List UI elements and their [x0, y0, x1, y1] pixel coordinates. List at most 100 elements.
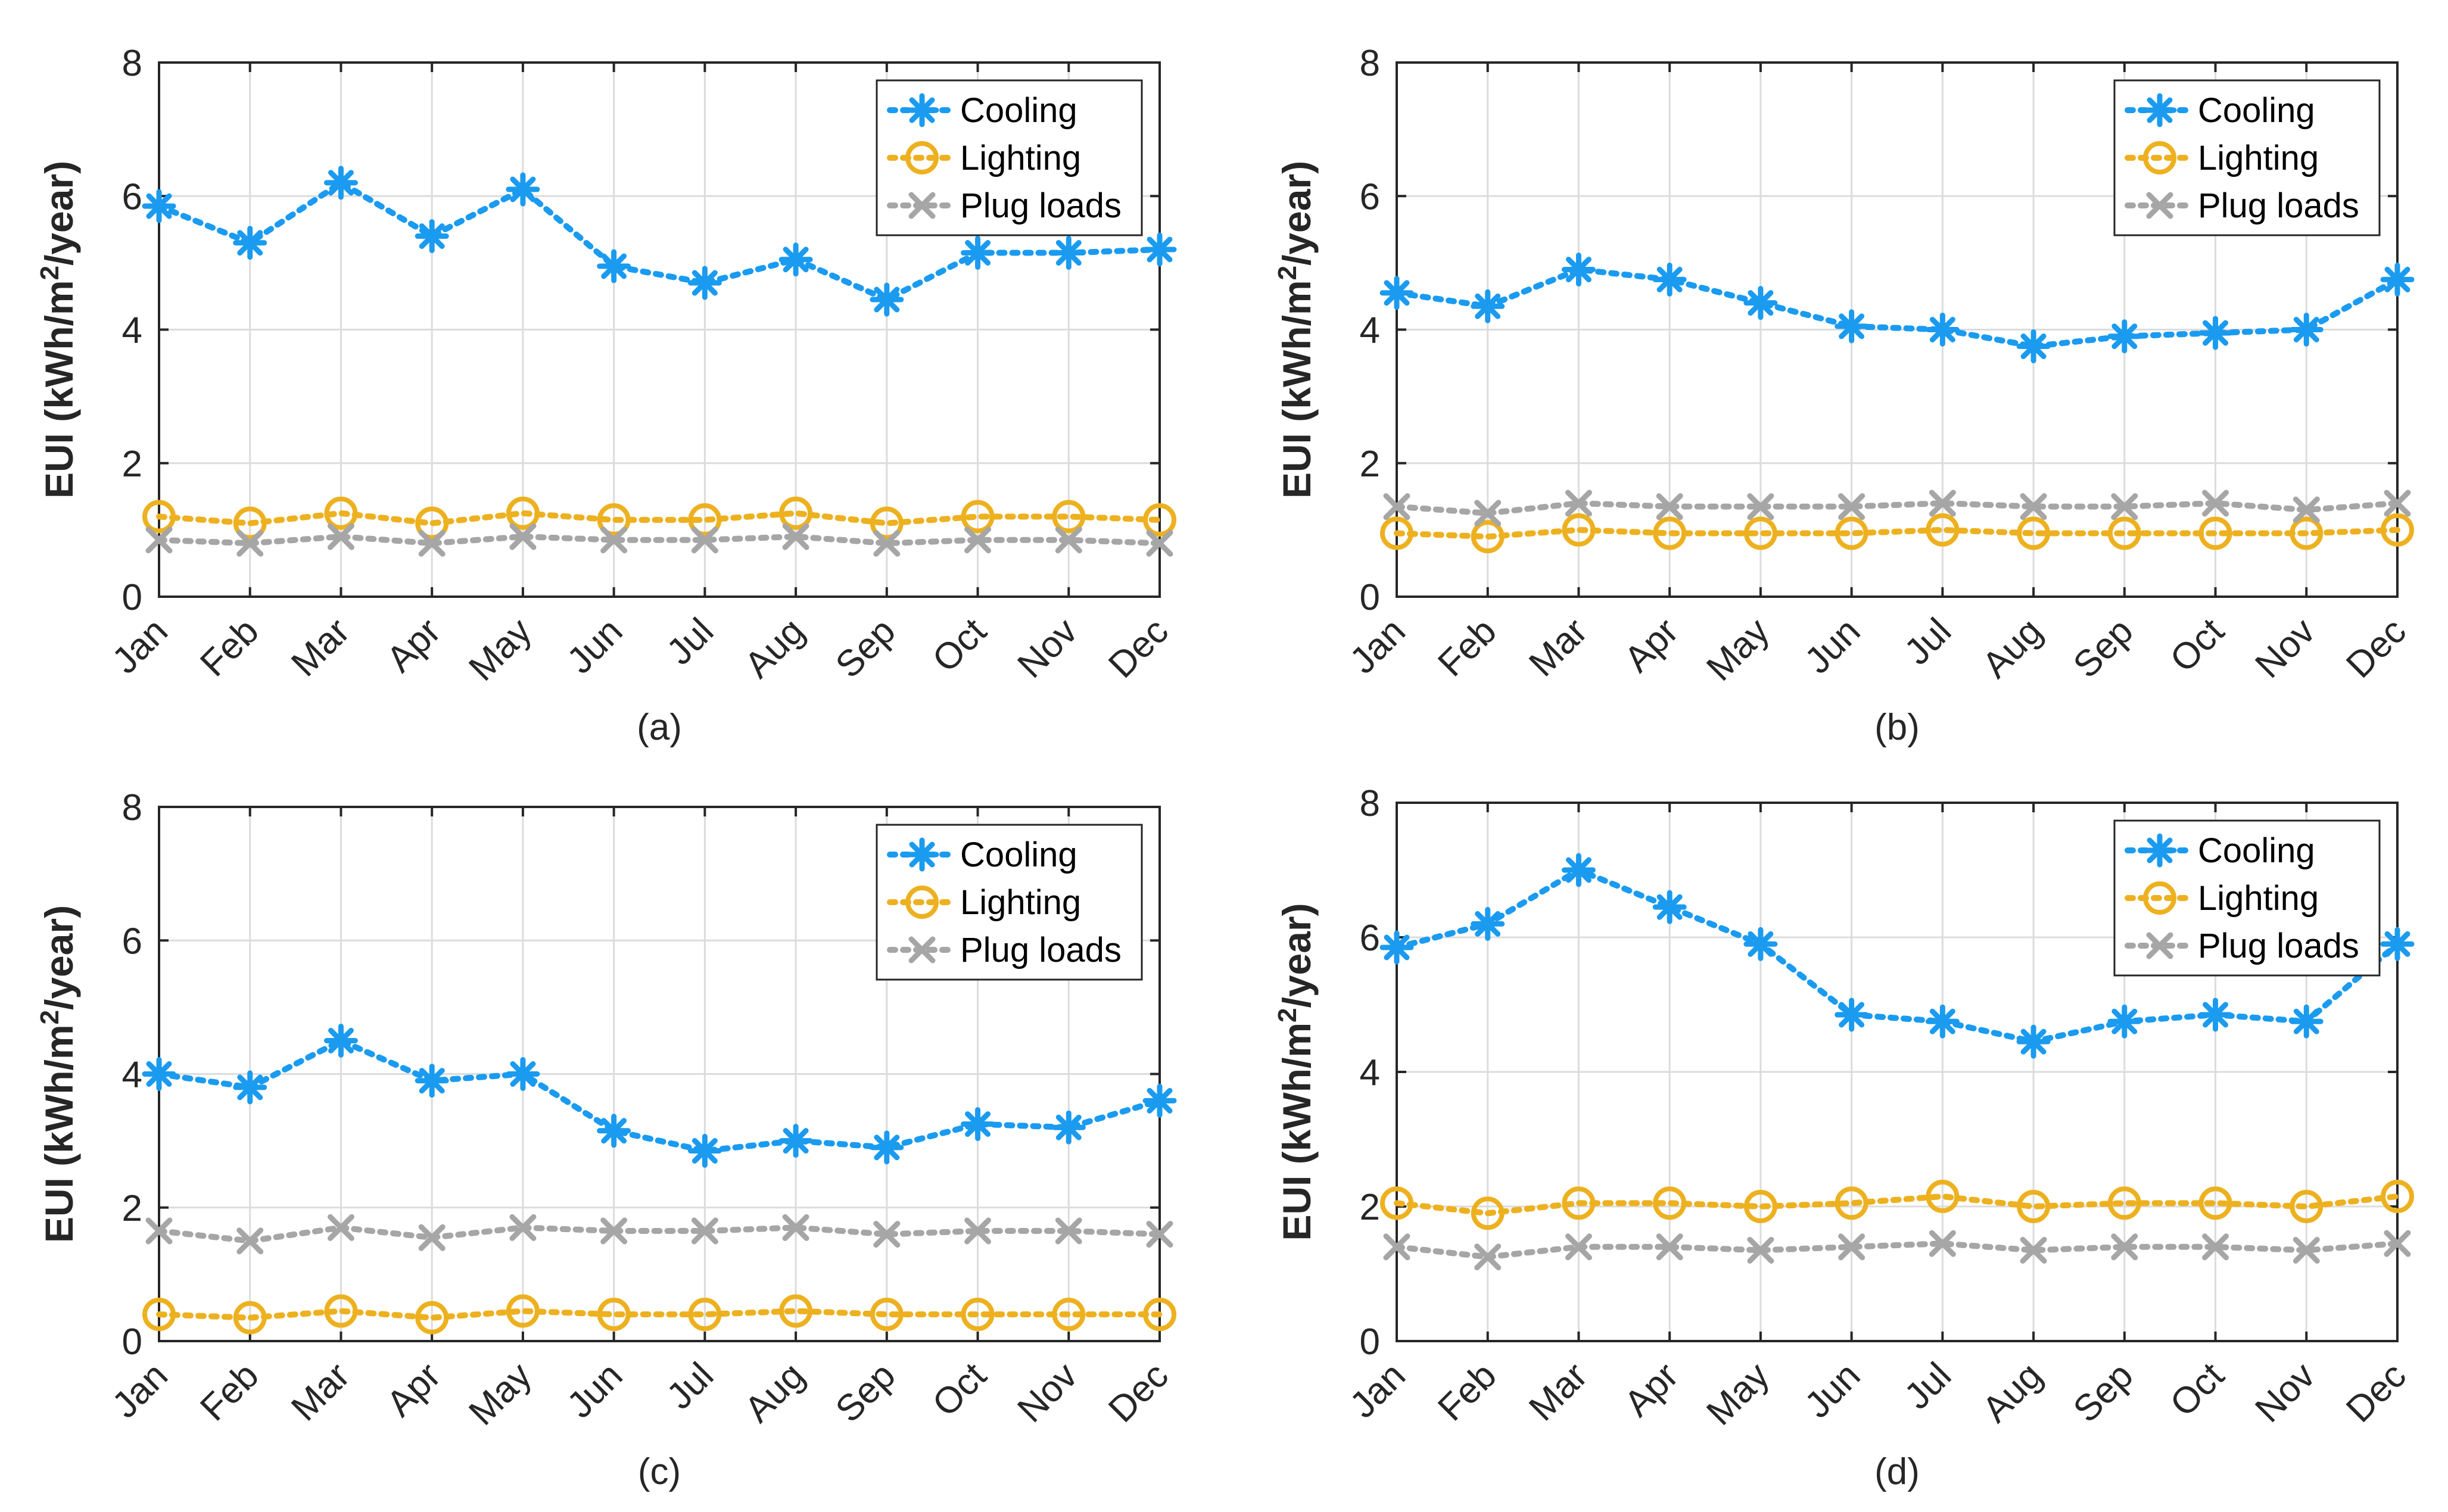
- x-tick-label: Apr: [1617, 610, 1686, 680]
- data-point-plug-loads: [1474, 500, 1502, 527]
- legend-marker: [908, 936, 936, 964]
- x-tick-label: May: [461, 1355, 540, 1433]
- data-point-plug-loads: [2293, 1236, 2320, 1264]
- legend-label: Plug loads: [2198, 927, 2359, 965]
- y-axis-label: EUI (kWh/m2/year): [1273, 903, 1319, 1240]
- legend-label: Lighting: [2198, 139, 2319, 177]
- y-axis-label: EUI (kWh/m2/year): [35, 161, 82, 498]
- data-point-lighting: [1653, 516, 1687, 550]
- x-tick-label: Jul: [1896, 1355, 1959, 1417]
- x-tick-label: Jan: [104, 610, 175, 681]
- data-point-lighting: [779, 1294, 813, 1328]
- x-tick-label: Sep: [828, 610, 904, 686]
- data-point-plug-loads: [1838, 1233, 1865, 1261]
- data-point-cooling: [1743, 286, 1778, 320]
- data-point-plug-loads: [1656, 1233, 1683, 1261]
- x-tick-label: Jan: [104, 1355, 175, 1426]
- data-point-cooling: [1561, 252, 1596, 287]
- data-point-lighting: [2198, 1186, 2232, 1220]
- x-tick-label: May: [1699, 610, 1777, 689]
- y-axis-label-sup: 2: [1273, 266, 1302, 280]
- data-point-cooling: [142, 1057, 176, 1091]
- data-point-cooling: [233, 1070, 267, 1105]
- legend-label: Cooling: [2198, 91, 2315, 130]
- y-tick-label: 0: [1360, 577, 1380, 618]
- legend-marker: [2143, 881, 2176, 915]
- y-axis-label-main: EUI (kWh/m: [37, 280, 81, 498]
- data-point-lighting: [2107, 1186, 2141, 1220]
- legend-marker: [2142, 833, 2177, 868]
- data-point-lighting: [870, 506, 904, 540]
- data-point-lighting: [142, 500, 176, 534]
- data-point-cooling: [1142, 232, 1177, 267]
- y-tick-label: 8: [122, 787, 142, 828]
- data-point-lighting: [1471, 520, 1505, 554]
- data-point-plug-loads: [782, 523, 809, 550]
- legend: Cooling Lighting Plug loads: [876, 824, 1143, 981]
- data-point-plug-loads: [1565, 1233, 1592, 1261]
- data-point-lighting: [142, 1298, 176, 1332]
- x-tick-label: Feb: [1430, 610, 1504, 684]
- x-tick-label: Sep: [2066, 1355, 2141, 1430]
- data-point-cooling: [1051, 236, 1086, 270]
- y-axis-label-main: EUI (kWh/m: [37, 1024, 81, 1243]
- legend-marker: [905, 141, 939, 174]
- x-tick-label: Aug: [1974, 610, 2050, 686]
- data-point-lighting: [1380, 1186, 1413, 1220]
- data-point-cooling: [506, 172, 540, 207]
- data-point-lighting: [324, 1294, 358, 1328]
- x-tick-label: Jun: [1797, 1355, 1868, 1426]
- data-point-cooling: [1471, 289, 1505, 323]
- data-point-cooling: [870, 1130, 904, 1165]
- y-tick-label: 6: [1360, 918, 1380, 959]
- data-point-cooling: [2198, 316, 2233, 350]
- data-point-cooling: [323, 166, 358, 200]
- y-axis-label-sup: 2: [1273, 1008, 1302, 1022]
- x-tick-label: Sep: [2066, 610, 2141, 686]
- data-point-lighting: [2017, 516, 2051, 550]
- series-line-plug-loads: [1394, 500, 2400, 516]
- data-point-plug-loads: [964, 526, 992, 554]
- x-tick-label: Nov: [1010, 610, 1085, 686]
- legend-marker: [905, 93, 939, 127]
- data-point-lighting: [1562, 1186, 1596, 1220]
- chart-panel-3: 0 2 4 6 8 Jan Feb Mar Apr May Jun Jul Aug Sep Oct Nov De…: [35, 787, 1177, 1492]
- data-point-lighting: [324, 496, 358, 530]
- series-line-plug-loads: [156, 1224, 1163, 1244]
- data-point-cooling: [1743, 927, 1778, 961]
- x-tick-label: Mar: [1521, 610, 1595, 684]
- legend-label: Lighting: [2198, 879, 2319, 918]
- data-point-cooling: [2107, 1004, 2142, 1039]
- data-point-cooling: [2016, 1024, 2051, 1059]
- x-tick-label: Jan: [1342, 610, 1413, 681]
- data-point-cooling: [1379, 930, 1414, 965]
- data-point-cooling: [323, 1023, 358, 1058]
- data-point-lighting: [2107, 516, 2141, 550]
- data-point-lighting: [2290, 516, 2324, 550]
- data-point-cooling: [1561, 853, 1596, 887]
- data-point-lighting: [2290, 1190, 2324, 1223]
- legend-label: Cooling: [960, 836, 1077, 874]
- data-point-cooling: [2198, 997, 2233, 1032]
- data-point-cooling: [2289, 313, 2324, 347]
- y-axis-label-tail: /year): [1275, 161, 1319, 266]
- x-tick-label: Nov: [2247, 610, 2323, 686]
- y-axis-label-tail: /year): [37, 905, 81, 1010]
- legend-marker: [905, 837, 939, 872]
- data-point-cooling: [870, 282, 904, 317]
- data-point-cooling: [1652, 262, 1687, 297]
- data-point-plug-loads: [1747, 1236, 1774, 1264]
- data-point-lighting: [688, 1298, 722, 1332]
- data-point-plug-loads: [418, 529, 446, 557]
- panel-caption: (a): [637, 707, 682, 748]
- data-point-plug-loads: [2111, 1233, 2138, 1261]
- x-tick-label: Feb: [192, 610, 266, 684]
- legend-marker: [2146, 932, 2173, 959]
- data-point-lighting: [961, 500, 995, 534]
- data-point-lighting: [1052, 500, 1086, 534]
- y-tick-label: 6: [1360, 176, 1380, 217]
- data-point-plug-loads: [236, 1227, 264, 1255]
- legend: Cooling Lighting Plug loads: [2113, 79, 2381, 236]
- data-point-plug-loads: [1383, 1233, 1410, 1261]
